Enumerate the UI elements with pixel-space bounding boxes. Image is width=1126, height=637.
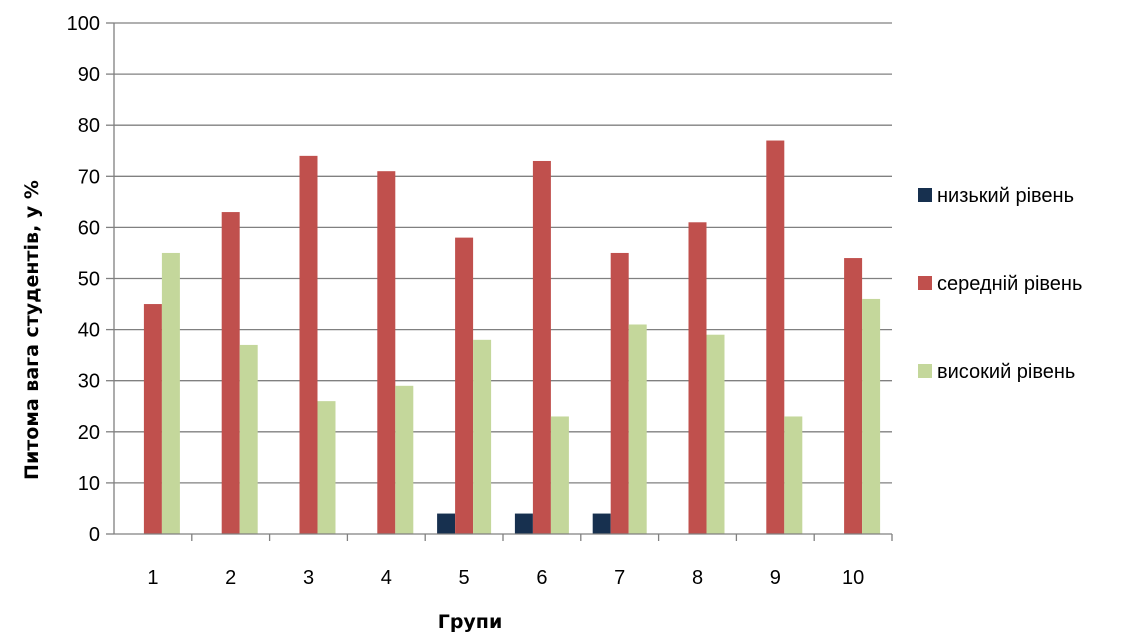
- bar-10-3: [862, 298, 881, 534]
- legend: низький рівень середній рівень високий рів…: [918, 185, 1082, 383]
- y-tick-label: 40: [78, 320, 100, 342]
- x-tick-label: 2: [225, 567, 236, 589]
- x-tick-label: 3: [303, 567, 314, 589]
- bar-7-3: [628, 324, 647, 534]
- y-tick-label: 0: [89, 524, 100, 546]
- y-tick-label: 70: [78, 166, 100, 188]
- y-tick-label: 60: [78, 217, 100, 239]
- bar-4-3: [395, 385, 414, 534]
- bar-1-3: [161, 252, 180, 534]
- y-tick-label: 30: [78, 371, 100, 393]
- x-tick-label: 5: [459, 567, 470, 589]
- bar-2-2: [221, 212, 240, 534]
- bar-6-3: [550, 416, 569, 534]
- bar-10-2: [844, 258, 863, 534]
- legend-label-1: низький рівень: [937, 185, 1074, 207]
- y-tick-label: 10: [78, 473, 100, 495]
- x-tick-label: 1: [147, 567, 158, 589]
- bar-8-2: [688, 222, 707, 535]
- y-axis-title: Питома вага студентів, у %: [21, 180, 43, 480]
- legend-label-2: середній рівень: [937, 273, 1082, 295]
- bars: [143, 140, 881, 535]
- x-axis-ticks: 1 2 3 4 5 6 7 8 9 10: [147, 534, 893, 589]
- legend-swatch-1: [918, 188, 932, 202]
- y-tick-label: 80: [78, 115, 100, 137]
- bar-1-2: [143, 304, 162, 534]
- bar-6-2: [532, 160, 551, 534]
- legend-swatch-3: [918, 364, 932, 378]
- x-tick-label: 6: [536, 567, 547, 589]
- bar-2-3: [239, 344, 258, 534]
- y-tick-label: 100: [67, 13, 100, 35]
- bar-9-3: [784, 416, 803, 534]
- bar-3-3: [317, 401, 336, 534]
- y-axis-ticks: 0 10 20 30 40 50 60 70 80 90 100: [67, 13, 114, 546]
- x-tick-label: 7: [614, 567, 625, 589]
- x-tick-label: 4: [381, 567, 392, 589]
- x-tick-label: 10: [842, 567, 864, 589]
- legend-label-3: високий рівень: [937, 361, 1075, 383]
- bar-5-3: [473, 339, 492, 534]
- bar-5-1: [437, 513, 456, 534]
- x-tick-label: 8: [692, 567, 703, 589]
- bar-6-1: [514, 513, 533, 534]
- bar-8-3: [706, 334, 725, 534]
- y-tick-label: 50: [78, 269, 100, 291]
- y-tick-label: 20: [78, 422, 100, 444]
- x-tick-label: 9: [770, 567, 781, 589]
- bar-7-1: [592, 513, 611, 534]
- y-tick-label: 90: [78, 64, 100, 86]
- bar-9-2: [766, 140, 785, 534]
- x-axis-title: Групи: [438, 611, 503, 633]
- bar-4-2: [377, 171, 396, 534]
- legend-swatch-2: [918, 276, 932, 290]
- bar-7-2: [610, 252, 629, 534]
- bar-3-2: [299, 155, 318, 535]
- bar-5-2: [455, 237, 474, 534]
